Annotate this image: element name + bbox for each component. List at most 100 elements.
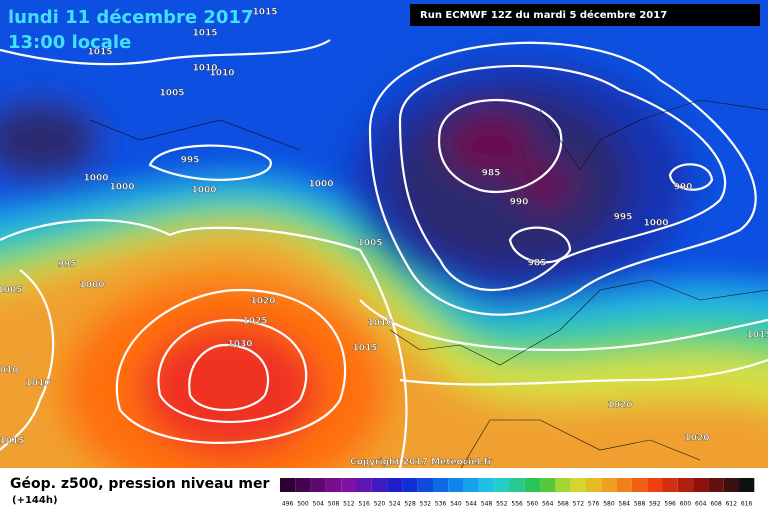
scale-label: 592 — [649, 501, 661, 508]
scale-swatch — [708, 478, 724, 492]
scale-swatch — [494, 478, 510, 492]
footer-title: Géop. z500, pression niveau mer — [10, 476, 269, 492]
field — [0, 0, 768, 468]
isobar-label: 1015 — [746, 331, 768, 341]
scale-swatch — [387, 478, 403, 492]
run-label: Run ECMWF 12Z du mardi 5 décembre 2017 — [420, 9, 667, 21]
isobar-label: 1005 — [357, 239, 382, 249]
scale-swatch — [356, 478, 372, 492]
scale-swatch — [524, 478, 541, 492]
scale-label: 564 — [542, 501, 554, 508]
scale-swatch — [417, 478, 433, 492]
scale-swatch — [433, 478, 449, 492]
local-time: 13:00 locale — [8, 32, 131, 53]
scale-label: 536 — [435, 501, 447, 508]
scale-swatch — [723, 478, 739, 492]
run-box — [410, 4, 760, 26]
scale-swatch — [631, 478, 648, 492]
isobar-label: 1000 — [109, 183, 134, 193]
isobar-label: 1005 — [0, 286, 23, 296]
scale-swatch — [739, 478, 755, 492]
isobar-label: 985 — [528, 259, 547, 269]
scale-swatch — [448, 478, 464, 492]
isobar-label: 995 — [614, 213, 633, 223]
scale-swatch — [478, 478, 495, 492]
scale-label: 552 — [496, 501, 508, 508]
scale-swatch — [677, 478, 694, 492]
date: lundi 11 décembre 2017 — [8, 7, 254, 28]
isobar-label: 1010 — [0, 366, 19, 376]
scale-label: 560 — [527, 501, 539, 508]
isobar-label: 990 — [510, 198, 529, 208]
scale-label: 596 — [664, 501, 676, 508]
scale-label: 524 — [389, 501, 401, 508]
scale-label: 572 — [573, 501, 585, 508]
scale-label: 576 — [588, 501, 600, 508]
isobar-label: 1000 — [79, 281, 104, 291]
scale-swatch — [295, 478, 311, 492]
scale-label: 568 — [557, 501, 569, 508]
scale-swatch — [371, 478, 388, 492]
scale-swatch — [310, 478, 326, 492]
scale-label: 528 — [404, 501, 416, 508]
scale-swatch — [325, 478, 342, 492]
scale-swatch — [662, 478, 678, 492]
isobar-label: 1000 — [191, 186, 216, 196]
isobar-label: 1020 — [250, 297, 275, 307]
scale-swatch — [540, 478, 556, 492]
scale-label: 608 — [710, 501, 722, 508]
scale-swatch — [693, 478, 709, 492]
isobar-label: 990 — [674, 183, 693, 193]
isobar-label: 1015 — [192, 29, 217, 39]
scale-label: 588 — [634, 501, 646, 508]
scale-label: 584 — [619, 501, 631, 508]
coastlines — [89, 99, 768, 468]
scale-label: 580 — [603, 501, 615, 508]
scale-swatch — [616, 478, 632, 492]
scale-label: 532 — [420, 501, 432, 508]
scale-label: 496 — [282, 501, 294, 508]
scale-label: 520 — [374, 501, 386, 508]
lead-time: (+144h) — [12, 495, 58, 506]
isobar-label: 985 — [482, 169, 501, 179]
isobar-label: 1030 — [227, 340, 252, 350]
scale-swatch — [555, 478, 571, 492]
isobar-label: 1010 — [192, 64, 217, 74]
scale-label: 540 — [450, 501, 462, 508]
scale-swatch — [601, 478, 617, 492]
isobar-label: 1000 — [643, 219, 668, 229]
scale-swatch — [280, 478, 296, 492]
scale-label: 544 — [466, 501, 478, 508]
isobar-label: 1010 — [209, 69, 234, 79]
scale-label: 504 — [313, 501, 325, 508]
isobar-label: 1000 — [308, 180, 333, 190]
scale-swatch — [341, 478, 357, 492]
isobar-label: 1015 — [252, 8, 277, 18]
scale-label: 612 — [726, 501, 738, 508]
scale-label: 500 — [297, 501, 309, 508]
isobar-label: 1015 — [352, 344, 377, 354]
scale-label: 616 — [741, 501, 753, 508]
scale-label: 548 — [481, 501, 493, 508]
isobar-label: 1015 — [0, 437, 25, 447]
scale-label: 604 — [695, 501, 707, 508]
scale-swatch — [509, 478, 525, 492]
isobar-label: 995 — [181, 156, 200, 166]
scale-swatch — [402, 478, 418, 492]
isobars — [0, 39, 768, 468]
isobar-label: 995 — [58, 260, 77, 270]
isobar-label: 1020 — [684, 434, 709, 444]
isobar-label: 1010 — [367, 319, 392, 329]
scale-label: 512 — [343, 501, 355, 508]
scale-label: 508 — [328, 501, 340, 508]
isobar-label: 1015 — [87, 48, 112, 58]
isobar-label: 1020 — [607, 401, 632, 411]
scale-label: 600 — [680, 501, 692, 508]
scale-swatch — [647, 478, 663, 492]
isobar-label: 1005 — [159, 89, 184, 99]
scale-label: 556 — [511, 501, 523, 508]
isobar-label: 1000 — [83, 174, 108, 184]
scale-swatch — [586, 478, 602, 492]
isobar-label: 1010 — [25, 379, 50, 389]
